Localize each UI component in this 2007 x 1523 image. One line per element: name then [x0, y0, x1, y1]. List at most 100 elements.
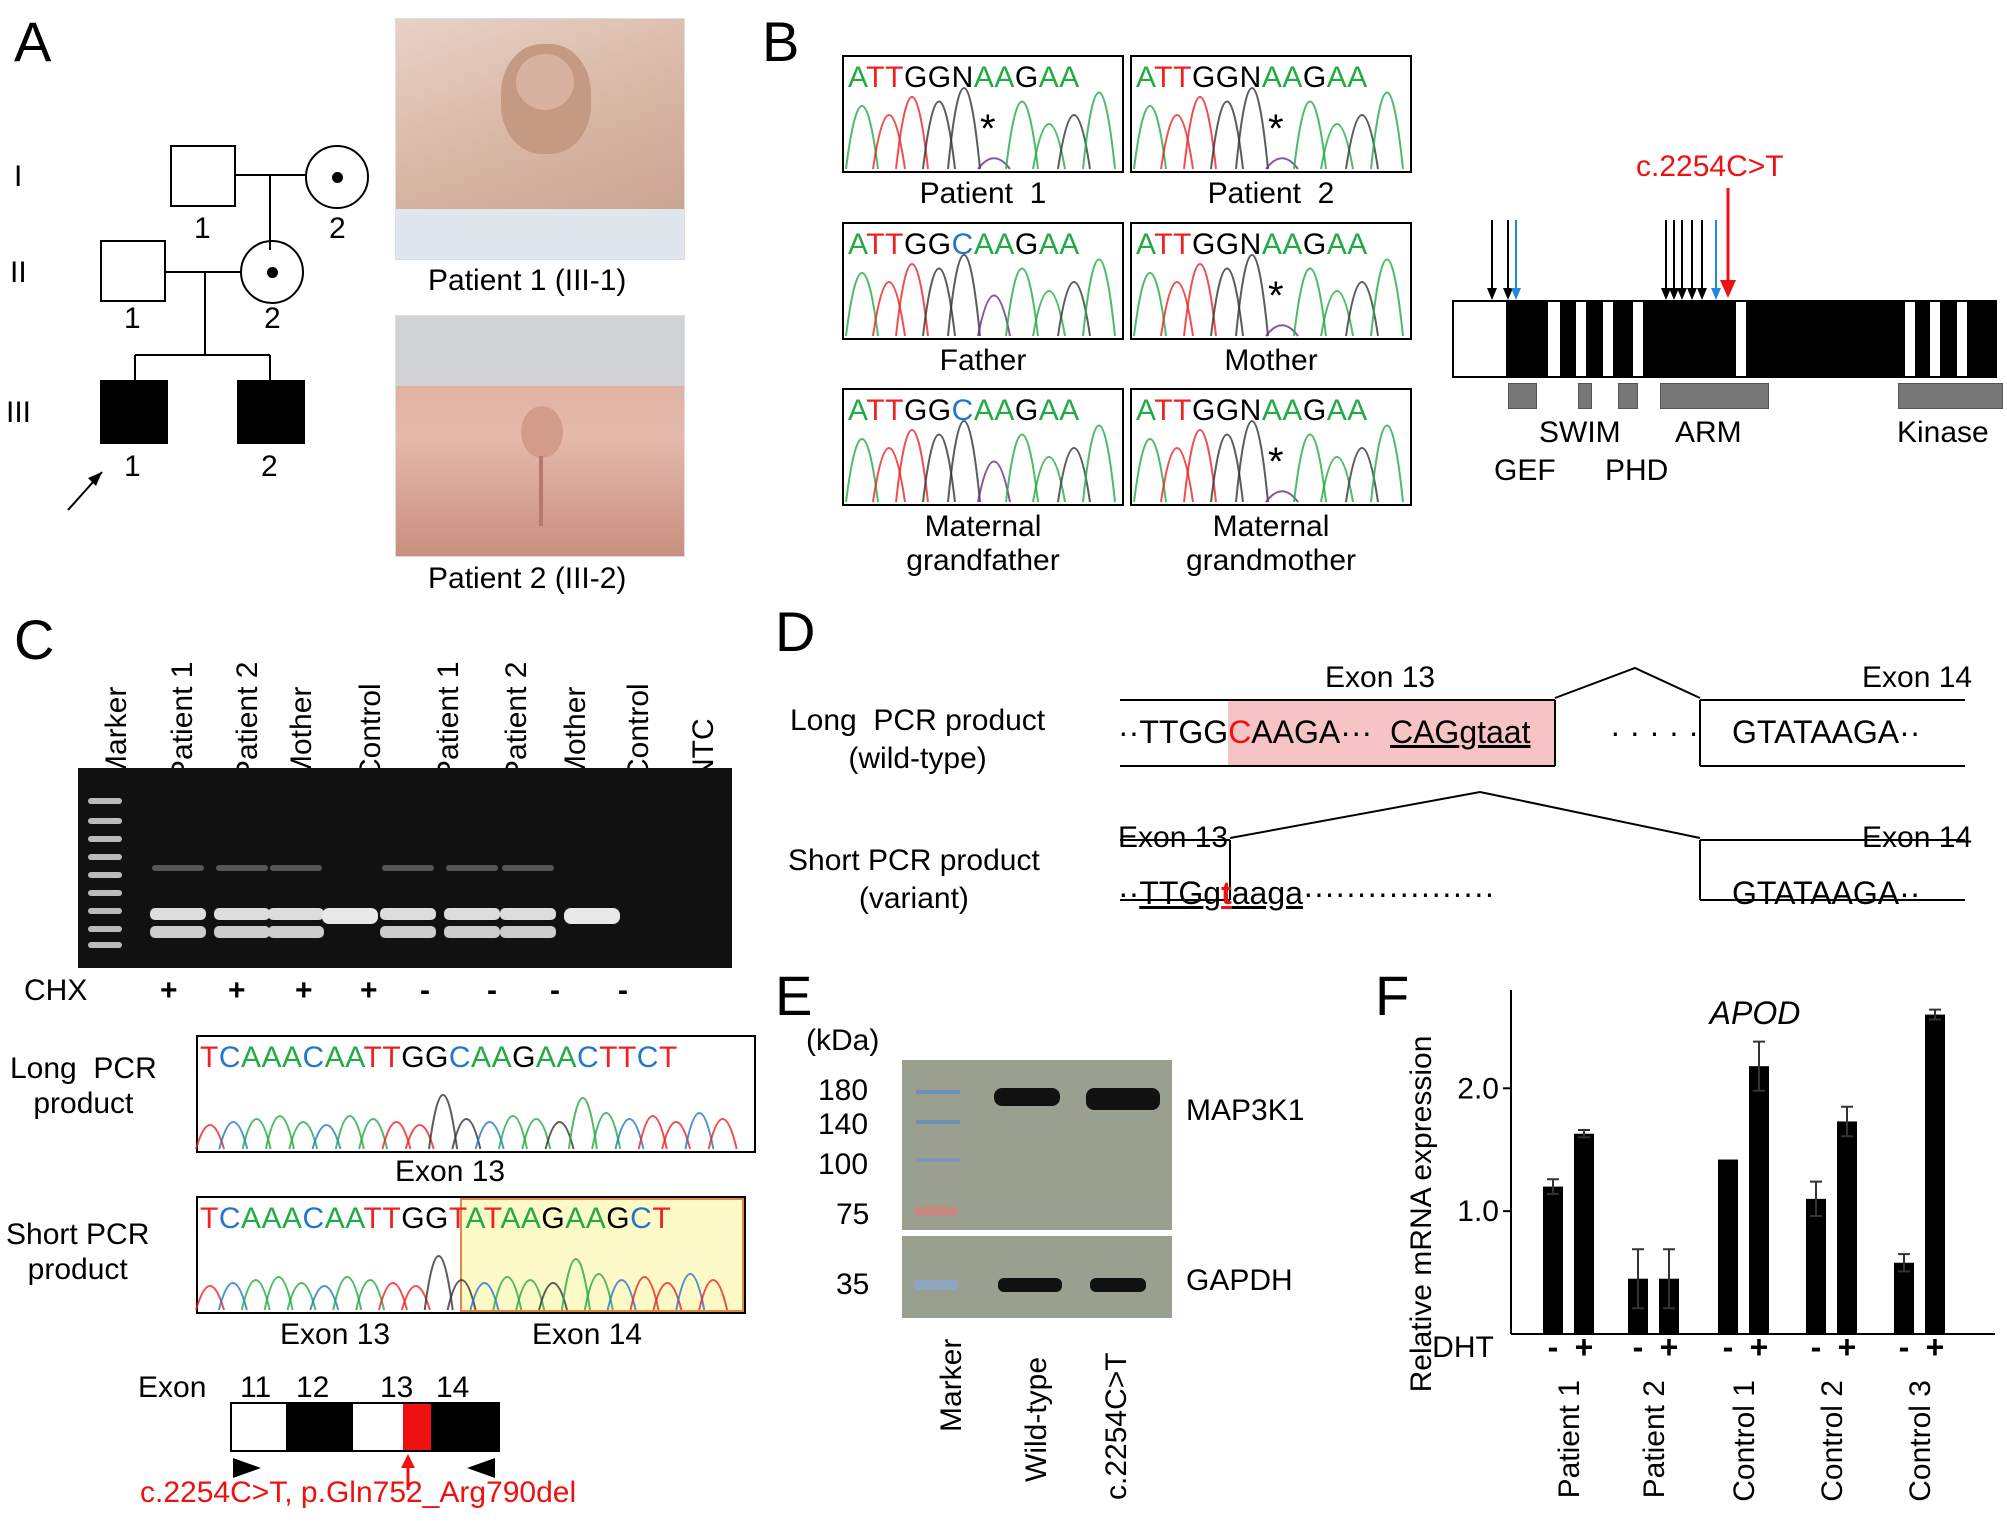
gel-band [500, 926, 556, 938]
error-bar [1753, 1040, 1765, 1092]
gen-label-III: III [6, 396, 32, 429]
domain-label-phd: PHD [1605, 454, 1669, 487]
chromatogram-2: ATTGGNAAGAA * [1130, 55, 1412, 173]
gel-marker-band [88, 890, 122, 896]
gel-lane-label: Patient 2 [231, 661, 264, 780]
d-long-seq-intron: gtaat [1459, 714, 1531, 750]
gel-lane-label: Patient 1 [432, 661, 465, 780]
e-marker-180: 180 [818, 1074, 869, 1107]
e-band-gapdh: GAPDH [1186, 1264, 1293, 1297]
gel-band [150, 908, 206, 920]
bar [1894, 1262, 1914, 1334]
chromatogram-trace [1133, 254, 1404, 337]
id-I-2: 2 [329, 212, 346, 245]
bar [1925, 1014, 1945, 1334]
d-short-seq-g: g [1203, 875, 1222, 911]
domain-swim [1578, 383, 1592, 409]
gen-label-I: I [14, 160, 23, 193]
bar [1806, 1198, 1826, 1334]
chromatogram-6: ATTGGNAAGAA * [1130, 388, 1412, 506]
d-long-label: Long PCR product (wild-type) [790, 704, 1046, 775]
gel-lane-label: Control [354, 683, 387, 780]
chx-value: + [228, 974, 246, 1007]
exon-num-14: 14 [436, 1371, 470, 1404]
photo2-caption: Patient 2 (III-2) [428, 562, 627, 595]
band-map3k1-wt [994, 1088, 1060, 1106]
e-lane-marker: Marker [935, 1338, 968, 1432]
band-gapdh-wt [998, 1278, 1062, 1292]
chromatogram-label: Maternal grandfather [906, 510, 1060, 577]
d-long-sequence: ··TTGGCAAGA··· CAGgtaat [1118, 716, 1530, 748]
chromatogram-label: Patient 1 [919, 177, 1047, 210]
chromatogram-sequence: ATTGGNAAGAA [1136, 61, 1368, 94]
d-long-seq-a: ··TTGG [1118, 714, 1229, 750]
gel-lane-label: Marker [100, 686, 133, 780]
exon-num-11: 11 [240, 1371, 272, 1404]
gel-marker-band [88, 854, 122, 860]
gel-band [214, 908, 270, 920]
variant-star: * [980, 107, 996, 151]
long-pcr-trace [195, 1094, 738, 1150]
pedigree-female-carrier-I-2 [305, 145, 369, 209]
panel-label-c: C [14, 608, 55, 671]
gene-diagram [1452, 188, 1997, 378]
chromatogram-4: ATTGGNAAGAA * [1130, 222, 1412, 340]
d-short-seq-e: aaga [1231, 875, 1303, 911]
dht-sign: - [1723, 1329, 1734, 1365]
dht-sign: - [1548, 1329, 1559, 1365]
domain-label-kinase: Kinase [1897, 416, 1989, 449]
short-pcr-sequence: TCAAACAATTGGTATAAGAAGCT [200, 1202, 672, 1235]
long-pcr-sequence: TCAAACAATTGGCAAGAACTTCT [200, 1041, 678, 1074]
d-short-seq-ttg: TTG [1139, 875, 1204, 911]
d-long-seq-c: AAGA··· [1251, 714, 1373, 750]
gel-band-faint [382, 865, 434, 871]
gel-band-faint [216, 865, 268, 871]
pedigree-male-I-1 [170, 145, 236, 207]
panel-label-e: E [775, 964, 813, 1027]
gel-marker-band [88, 872, 122, 878]
id-II-2: 2 [264, 302, 281, 335]
id-I-1: 1 [194, 212, 211, 245]
gel-band-faint [152, 865, 204, 871]
d-long-seq-cag: CAG [1389, 714, 1460, 750]
error-bar [1898, 1253, 1910, 1273]
d-long-exon14: Exon 14 [1862, 661, 1973, 694]
chromatogram-trace [845, 254, 1116, 337]
domain-gef [1508, 383, 1537, 409]
chx-value: + [295, 974, 313, 1007]
western-blot-upper [902, 1060, 1172, 1230]
d-short-dots: ·················· [1302, 875, 1495, 911]
d-long-exon14-seq: GTATAAGA·· [1732, 714, 1921, 750]
d-short-sequence: ··TTGgtaaga·················· [1118, 877, 1495, 909]
gel-band [444, 926, 500, 938]
exon-num-13: 13 [380, 1371, 414, 1404]
dht-sign: - [1633, 1329, 1644, 1365]
chx-value: + [160, 974, 178, 1007]
e-lane-wildtype: Wild-type [1020, 1356, 1053, 1482]
gel-band [380, 908, 436, 920]
variant-star: * [1268, 440, 1284, 484]
y-tick-label: 2.0 [1457, 1072, 1499, 1105]
dht-sign: + [1575, 1329, 1594, 1365]
d-long-seq-variant: C [1228, 714, 1252, 750]
exon-word: Exon [138, 1371, 207, 1404]
chx-label: CHX [24, 974, 88, 1007]
gel-band [268, 908, 324, 920]
chx-value: - [618, 974, 628, 1007]
e-marker-35: 35 [836, 1268, 870, 1301]
panel-label-a: A [14, 10, 52, 73]
e-marker-140: 140 [818, 1108, 869, 1141]
d-short-exon14: Exon 14 [1862, 821, 1973, 854]
chx-value: - [487, 974, 497, 1007]
error-bar [1632, 1248, 1644, 1310]
dht-sign: + [1838, 1329, 1857, 1365]
patient1-photo [395, 18, 685, 260]
gel-band-faint [270, 865, 322, 871]
gel-band [268, 926, 324, 938]
d-short-seq-variant: t [1221, 875, 1232, 911]
exon14-highlight [460, 1198, 744, 1312]
chromatogram-label: Father [939, 344, 1027, 377]
chromatogram-sequence: ATTGGNAAGAA [848, 61, 1080, 94]
chromatogram-1: ATTGGNAAGAA * [842, 55, 1124, 173]
